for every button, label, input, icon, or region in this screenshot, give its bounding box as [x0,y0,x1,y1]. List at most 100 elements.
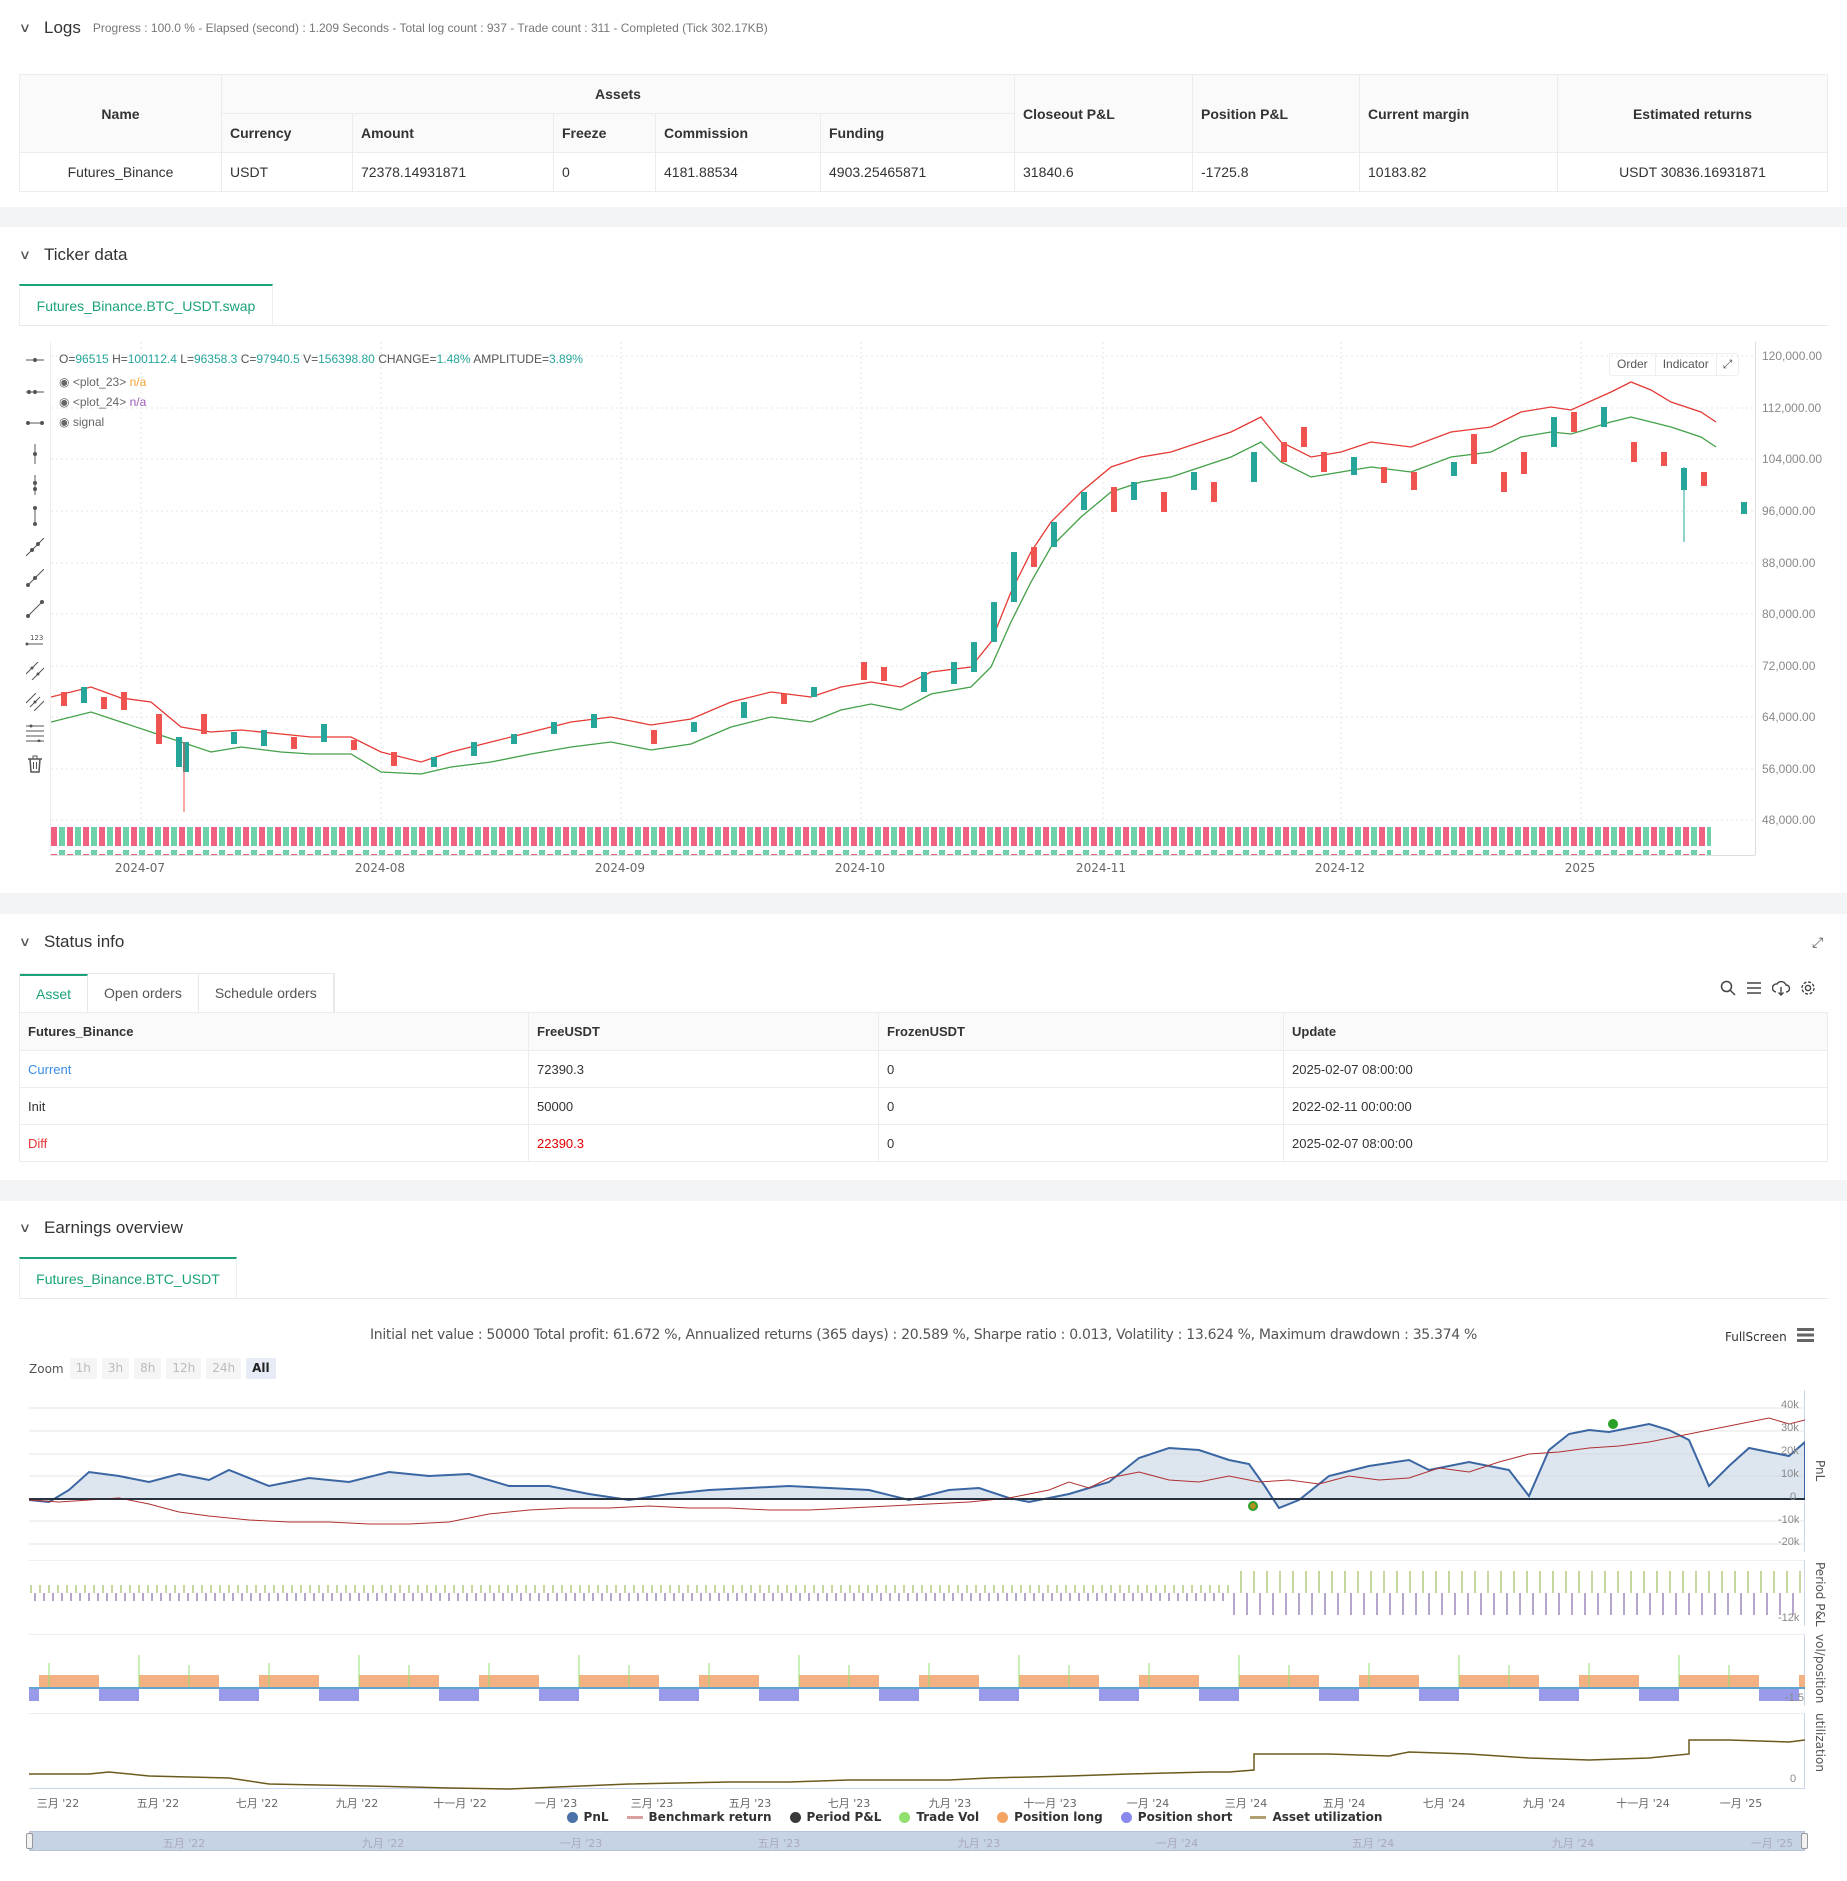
ohlc-low: 96358.3 [193,352,238,366]
zoom-all[interactable]: All [246,1358,276,1379]
candlestick-chart[interactable]: O=96515 H=100112.4 L=96358.3 C=97940.5 V… [50,342,1756,855]
col-name: Name [19,74,222,153]
utilization-plot [29,1739,1806,1790]
pnl-plot [28,1407,1806,1545]
tab-underline [19,1298,1828,1299]
legend-period-pnl[interactable]: Period P&L [789,1810,881,1824]
vertical-ray-icon[interactable] [22,474,48,496]
section-divider [0,1180,1847,1201]
tab-schedule-orders[interactable]: Schedule orders [199,974,334,1012]
col-funding: Funding [820,113,1015,153]
chevron-down-icon[interactable]: ∨ [18,247,32,262]
legend-benchmark-return[interactable]: Benchmark return [626,1810,772,1824]
indicator-plot-23[interactable]: ◉ <plot_23> n/a [59,375,147,389]
candles [61,407,1747,812]
legend-dot-icon [997,1811,1009,1823]
chevron-down-icon[interactable]: ∨ [18,934,32,949]
legend-pnl[interactable]: PnL [566,1810,609,1824]
table-row: Futures_Binance USDT 72378.14931871 0 41… [19,152,1828,192]
horizontal-line-icon[interactable] [22,349,48,371]
utilization-chart[interactable] [29,1713,1806,1790]
legend-trade-vol[interactable]: Trade Vol [899,1810,979,1824]
asset-status-table: Futures_Binance FreeUSDT FrozenUSDT Upda… [19,1012,1828,1162]
ohlc-open: 96515 [75,352,109,366]
collapse-icon[interactable]: ⤢ [1812,934,1824,950]
search-icon[interactable] [1720,980,1736,1001]
tab-btc-usdt-swap[interactable]: Futures_Binance.BTC_USDT.swap [19,284,273,325]
earnings-header[interactable]: ∨ Earnings overview [18,1218,183,1238]
indicator-button[interactable]: Indicator [1656,354,1717,375]
settings-gear-icon[interactable] [1800,980,1816,1001]
cloud-download-icon[interactable] [1771,980,1791,1001]
earnings-stats: Initial net value : 50000 Total profit: … [369,1327,1478,1343]
zoom-3h[interactable]: 3h [101,1358,130,1379]
ohlc-change: 1.48% [436,352,471,366]
logs-header[interactable]: ∨ Logs Progress : 100.0 % - Elapsed (sec… [18,18,768,38]
earnings-legend: PnL Benchmark return Period P&L Trade Vo… [0,1810,1847,1824]
zoom-24h[interactable]: 24h [206,1358,242,1379]
zoom-8h[interactable]: 8h [134,1358,162,1379]
fibonacci-channel-icon[interactable] [22,691,48,713]
zoom-1h[interactable]: 1h [69,1358,97,1379]
row-label-init: Init [19,1087,529,1125]
range-navigator[interactable]: 五月 '22 九月 '22 一月 '23 五月 '23 九月 '23 一月 '2… [26,1831,1808,1851]
pnl-chart[interactable] [28,1390,1806,1552]
col-freeze: Freeze [553,113,656,153]
utilization-axis-label: utilization [1813,1713,1827,1772]
y-axis-line [1755,342,1756,855]
legend-dot-icon [1120,1811,1132,1823]
horizontal-segment-icon[interactable] [22,412,48,434]
list-icon[interactable] [1746,980,1762,1001]
tab-open-orders[interactable]: Open orders [88,974,199,1012]
vertical-segment-icon[interactable] [22,505,48,527]
legend-asset-utilization[interactable]: Asset utilization [1250,1810,1382,1824]
ray-line-icon[interactable] [22,567,48,589]
col-exchange: Futures_Binance [19,1012,529,1051]
vol-position-chart[interactable] [29,1634,1805,1707]
expand-icon[interactable]: ⤢ [1722,357,1733,371]
ticker-header[interactable]: ∨ Ticker data [18,245,128,265]
zoom-12h[interactable]: 12h [166,1358,202,1379]
vol-position-tick: -1.5 [1785,1692,1804,1704]
assets-table: Name Assets Closeout P&L Position P&L Cu… [19,74,1828,192]
trash-icon[interactable] [22,753,48,775]
col-current-margin: Current margin [1359,74,1558,153]
segment-line-icon[interactable] [22,598,48,620]
navigator-left-handle[interactable] [26,1833,33,1849]
col-position-pnl: Position P&L [1192,74,1360,153]
indicator-plot-24[interactable]: ◉ <plot_24> n/a [59,395,147,409]
tab-btc-usdt[interactable]: Futures_Binance.BTC_USDT [19,1257,237,1298]
cell-name: Futures_Binance [19,152,222,192]
chevron-down-icon[interactable]: ∨ [18,1220,32,1235]
fullscreen-button[interactable]: FullScreen [1725,1329,1787,1344]
indicator-list: ◉ <plot_23> n/a ◉ <plot_24> n/a ◉ signal [59,372,146,432]
legend-position-long[interactable]: Position long [997,1810,1103,1824]
ohlc-legend: O=96515 H=100112.4 L=96358.3 C=97940.5 V… [59,352,583,366]
eye-icon[interactable]: ◉ [59,375,70,389]
hamburger-menu-icon[interactable] [1796,1328,1814,1345]
navigator-right-handle[interactable] [1801,1833,1808,1849]
eye-icon[interactable]: ◉ [59,415,70,429]
section-divider [0,207,1847,227]
legend-dot-icon [899,1811,911,1823]
x-axis-line [50,855,1755,856]
eye-icon[interactable]: ◉ [59,395,70,409]
col-estimated-returns: Estimated returns [1557,74,1828,153]
legend-dot-icon [789,1811,801,1823]
order-button[interactable]: Order [1610,354,1656,375]
fibonacci-lines-icon[interactable] [22,722,48,744]
price-label-icon[interactable]: 123 [22,629,48,651]
vertical-line-icon[interactable] [22,443,48,465]
chevron-down-icon[interactable]: ∨ [18,20,32,35]
period-pnl-tick: -12k [1778,1612,1800,1624]
trend-line-icon[interactable] [22,536,48,558]
status-header[interactable]: ∨ Status info [18,932,125,952]
col-free-usdt: FreeUSDT [528,1012,879,1051]
parallel-channel-icon[interactable] [22,660,48,682]
indicator-signal[interactable]: ◉ signal [59,415,105,429]
period-pnl-chart[interactable] [29,1560,1805,1627]
legend-position-short[interactable]: Position short [1120,1810,1232,1824]
tab-asset[interactable]: Asset [20,974,89,1012]
ohlc-volume: 156398.80 [318,352,375,366]
horizontal-ray-icon[interactable] [22,381,48,403]
